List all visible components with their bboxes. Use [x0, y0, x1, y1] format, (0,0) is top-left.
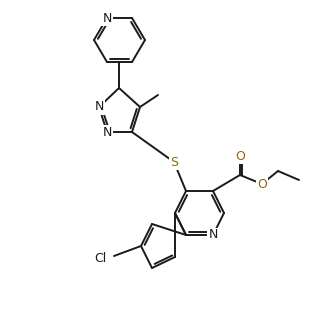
Text: N: N — [102, 125, 112, 139]
Text: N: N — [102, 12, 112, 24]
Text: N: N — [208, 229, 218, 241]
Text: O: O — [235, 149, 245, 163]
Text: S: S — [170, 156, 178, 168]
Text: Cl: Cl — [94, 252, 106, 266]
Text: N: N — [94, 100, 104, 114]
Text: O: O — [257, 178, 267, 190]
